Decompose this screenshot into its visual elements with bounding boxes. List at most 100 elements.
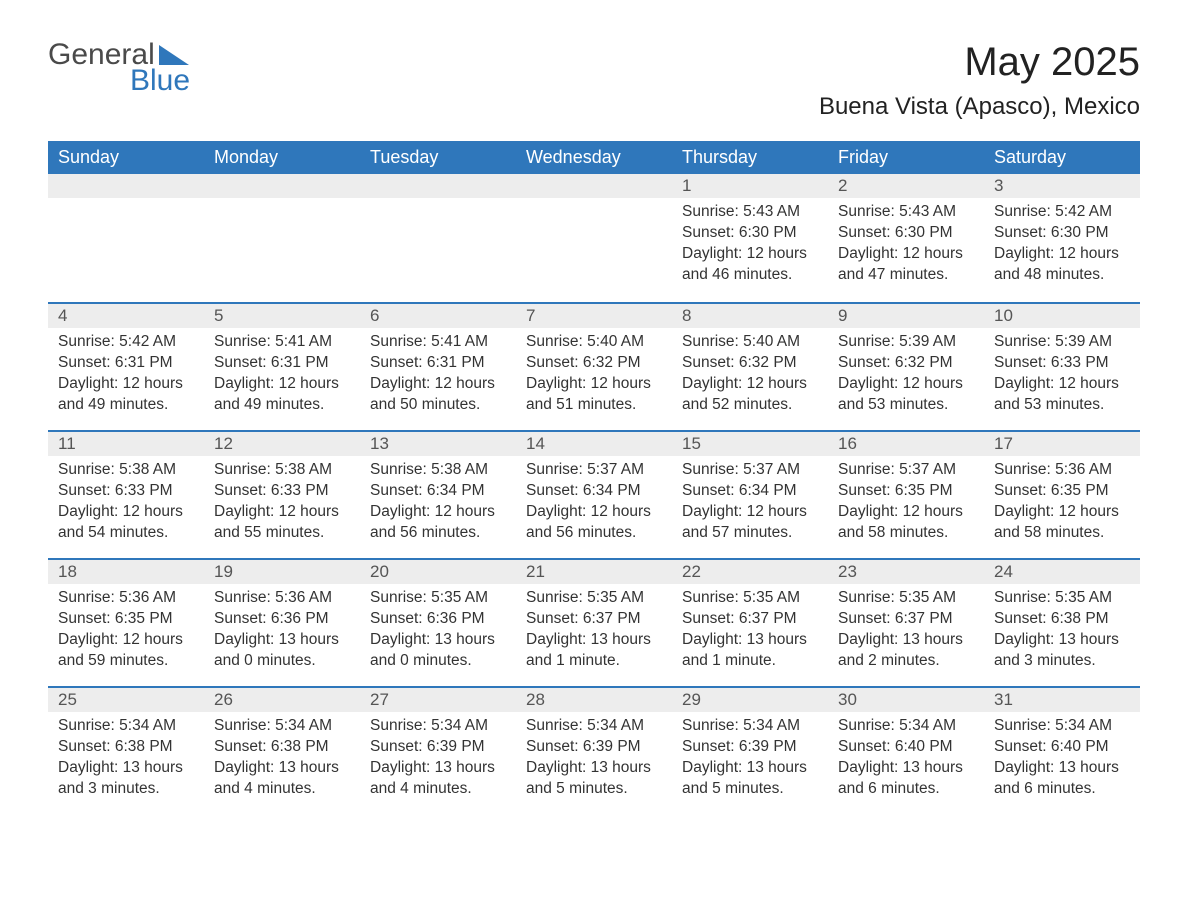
day-number: 4	[48, 302, 204, 328]
day-number: 28	[516, 686, 672, 712]
day-number: 8	[672, 302, 828, 328]
day-details: Sunrise: 5:34 AMSunset: 6:39 PMDaylight:…	[672, 712, 828, 804]
day-details	[48, 198, 204, 206]
day-cell: 8Sunrise: 5:40 AMSunset: 6:32 PMDaylight…	[672, 302, 828, 430]
day-number: 22	[672, 558, 828, 584]
day-details: Sunrise: 5:35 AMSunset: 6:38 PMDaylight:…	[984, 584, 1140, 676]
calendar-body: 1Sunrise: 5:43 AMSunset: 6:30 PMDaylight…	[48, 174, 1140, 814]
day-details: Sunrise: 5:42 AMSunset: 6:31 PMDaylight:…	[48, 328, 204, 420]
day-details: Sunrise: 5:38 AMSunset: 6:34 PMDaylight:…	[360, 456, 516, 548]
day-details: Sunrise: 5:34 AMSunset: 6:40 PMDaylight:…	[984, 712, 1140, 804]
day-details: Sunrise: 5:35 AMSunset: 6:37 PMDaylight:…	[828, 584, 984, 676]
day-cell: 22Sunrise: 5:35 AMSunset: 6:37 PMDayligh…	[672, 558, 828, 686]
day-number: 27	[360, 686, 516, 712]
day-number: 30	[828, 686, 984, 712]
brand-triangle-icon	[159, 45, 189, 65]
day-cell: 4Sunrise: 5:42 AMSunset: 6:31 PMDaylight…	[48, 302, 204, 430]
day-cell: 1Sunrise: 5:43 AMSunset: 6:30 PMDaylight…	[672, 174, 828, 302]
day-number: 2	[828, 174, 984, 198]
day-details: Sunrise: 5:36 AMSunset: 6:35 PMDaylight:…	[48, 584, 204, 676]
day-number: 24	[984, 558, 1140, 584]
day-details: Sunrise: 5:40 AMSunset: 6:32 PMDaylight:…	[516, 328, 672, 420]
day-details: Sunrise: 5:36 AMSunset: 6:35 PMDaylight:…	[984, 456, 1140, 548]
empty-cell	[360, 174, 516, 302]
weekday-header-row: SundayMondayTuesdayWednesdayThursdayFrid…	[48, 141, 1140, 174]
day-details: Sunrise: 5:40 AMSunset: 6:32 PMDaylight:…	[672, 328, 828, 420]
day-details: Sunrise: 5:35 AMSunset: 6:37 PMDaylight:…	[516, 584, 672, 676]
day-cell: 28Sunrise: 5:34 AMSunset: 6:39 PMDayligh…	[516, 686, 672, 814]
day-cell: 23Sunrise: 5:35 AMSunset: 6:37 PMDayligh…	[828, 558, 984, 686]
day-cell: 31Sunrise: 5:34 AMSunset: 6:40 PMDayligh…	[984, 686, 1140, 814]
calendar-row: 1Sunrise: 5:43 AMSunset: 6:30 PMDaylight…	[48, 174, 1140, 302]
day-number: 12	[204, 430, 360, 456]
empty-cell	[204, 174, 360, 302]
day-details: Sunrise: 5:37 AMSunset: 6:34 PMDaylight:…	[672, 456, 828, 548]
title-block: May 2025 Buena Vista (Apasco), Mexico	[819, 40, 1140, 121]
calendar-row: 4Sunrise: 5:42 AMSunset: 6:31 PMDaylight…	[48, 302, 1140, 430]
day-cell: 9Sunrise: 5:39 AMSunset: 6:32 PMDaylight…	[828, 302, 984, 430]
day-cell: 20Sunrise: 5:35 AMSunset: 6:36 PMDayligh…	[360, 558, 516, 686]
day-cell: 14Sunrise: 5:37 AMSunset: 6:34 PMDayligh…	[516, 430, 672, 558]
day-number: 15	[672, 430, 828, 456]
day-cell: 16Sunrise: 5:37 AMSunset: 6:35 PMDayligh…	[828, 430, 984, 558]
weekday-header: Wednesday	[516, 141, 672, 174]
day-number: 16	[828, 430, 984, 456]
day-details: Sunrise: 5:34 AMSunset: 6:39 PMDaylight:…	[516, 712, 672, 804]
day-number	[48, 174, 204, 198]
empty-cell	[48, 174, 204, 302]
day-cell: 21Sunrise: 5:35 AMSunset: 6:37 PMDayligh…	[516, 558, 672, 686]
day-cell: 30Sunrise: 5:34 AMSunset: 6:40 PMDayligh…	[828, 686, 984, 814]
month-title: May 2025	[819, 40, 1140, 85]
day-cell: 17Sunrise: 5:36 AMSunset: 6:35 PMDayligh…	[984, 430, 1140, 558]
weekday-header: Thursday	[672, 141, 828, 174]
day-number: 7	[516, 302, 672, 328]
day-number	[204, 174, 360, 198]
day-cell: 18Sunrise: 5:36 AMSunset: 6:35 PMDayligh…	[48, 558, 204, 686]
calendar-row: 11Sunrise: 5:38 AMSunset: 6:33 PMDayligh…	[48, 430, 1140, 558]
day-number: 20	[360, 558, 516, 584]
day-number: 3	[984, 174, 1140, 198]
day-details: Sunrise: 5:38 AMSunset: 6:33 PMDaylight:…	[48, 456, 204, 548]
day-number: 10	[984, 302, 1140, 328]
brand-word2: Blue	[130, 66, 190, 96]
day-details: Sunrise: 5:39 AMSunset: 6:32 PMDaylight:…	[828, 328, 984, 420]
day-details: Sunrise: 5:34 AMSunset: 6:38 PMDaylight:…	[204, 712, 360, 804]
day-number	[360, 174, 516, 198]
day-cell: 25Sunrise: 5:34 AMSunset: 6:38 PMDayligh…	[48, 686, 204, 814]
day-number: 14	[516, 430, 672, 456]
calendar-row: 18Sunrise: 5:36 AMSunset: 6:35 PMDayligh…	[48, 558, 1140, 686]
day-cell: 15Sunrise: 5:37 AMSunset: 6:34 PMDayligh…	[672, 430, 828, 558]
day-details: Sunrise: 5:34 AMSunset: 6:38 PMDaylight:…	[48, 712, 204, 804]
day-cell: 7Sunrise: 5:40 AMSunset: 6:32 PMDaylight…	[516, 302, 672, 430]
weekday-header: Saturday	[984, 141, 1140, 174]
calendar-row: 25Sunrise: 5:34 AMSunset: 6:38 PMDayligh…	[48, 686, 1140, 814]
day-cell: 19Sunrise: 5:36 AMSunset: 6:36 PMDayligh…	[204, 558, 360, 686]
day-details	[360, 198, 516, 206]
empty-cell	[516, 174, 672, 302]
day-number: 19	[204, 558, 360, 584]
day-number: 21	[516, 558, 672, 584]
day-number	[516, 174, 672, 198]
day-details: Sunrise: 5:38 AMSunset: 6:33 PMDaylight:…	[204, 456, 360, 548]
day-cell: 24Sunrise: 5:35 AMSunset: 6:38 PMDayligh…	[984, 558, 1140, 686]
day-number: 31	[984, 686, 1140, 712]
weekday-header: Friday	[828, 141, 984, 174]
day-details: Sunrise: 5:36 AMSunset: 6:36 PMDaylight:…	[204, 584, 360, 676]
day-details	[204, 198, 360, 206]
day-cell: 11Sunrise: 5:38 AMSunset: 6:33 PMDayligh…	[48, 430, 204, 558]
day-details: Sunrise: 5:43 AMSunset: 6:30 PMDaylight:…	[672, 198, 828, 290]
day-cell: 12Sunrise: 5:38 AMSunset: 6:33 PMDayligh…	[204, 430, 360, 558]
day-details: Sunrise: 5:34 AMSunset: 6:40 PMDaylight:…	[828, 712, 984, 804]
day-details: Sunrise: 5:34 AMSunset: 6:39 PMDaylight:…	[360, 712, 516, 804]
day-cell: 3Sunrise: 5:42 AMSunset: 6:30 PMDaylight…	[984, 174, 1140, 302]
day-details: Sunrise: 5:37 AMSunset: 6:34 PMDaylight:…	[516, 456, 672, 548]
day-cell: 2Sunrise: 5:43 AMSunset: 6:30 PMDaylight…	[828, 174, 984, 302]
page-header: General Blue May 2025 Buena Vista (Apasc…	[48, 40, 1140, 121]
day-number: 23	[828, 558, 984, 584]
day-details: Sunrise: 5:35 AMSunset: 6:37 PMDaylight:…	[672, 584, 828, 676]
day-details: Sunrise: 5:39 AMSunset: 6:33 PMDaylight:…	[984, 328, 1140, 420]
location-label: Buena Vista (Apasco), Mexico	[819, 93, 1140, 121]
day-cell: 27Sunrise: 5:34 AMSunset: 6:39 PMDayligh…	[360, 686, 516, 814]
brand-logo: General Blue	[48, 40, 190, 96]
day-cell: 10Sunrise: 5:39 AMSunset: 6:33 PMDayligh…	[984, 302, 1140, 430]
